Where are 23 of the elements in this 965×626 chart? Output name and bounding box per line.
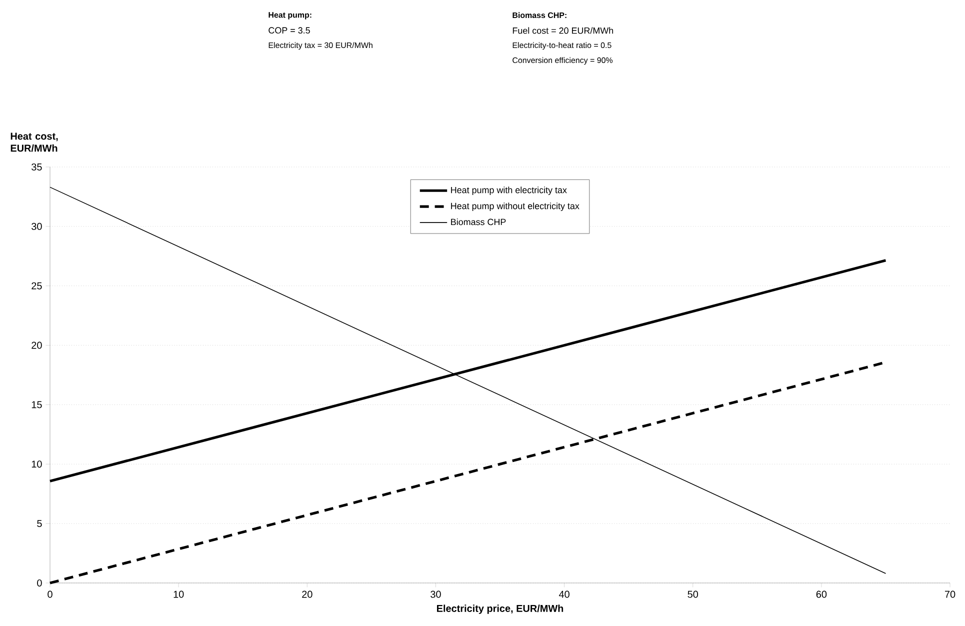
y-tick-label: 35 [32,163,42,171]
y-axis-title: Heat cost, EUR/MWh [10,132,58,152]
legend-label: Biomass CHP [451,218,506,226]
legend-label: Heat pump with electricity tax [451,186,567,195]
text: COP = 3.5 [268,27,310,34]
y-tick-label: 20 [32,342,42,349]
y-tick-label: 15 [32,401,42,408]
x-tick-label: 20 [302,590,312,598]
text: Fuel cost = 20 EUR/MWh [512,27,614,34]
legend-label: Heat pump without electricity tax [451,202,580,211]
y-tick-label: 10 [32,460,42,468]
x-tick-label: 10 [174,590,184,598]
y-tick-label: 5 [37,520,42,528]
x-tick-label: 60 [816,590,827,598]
x-tick-label: 30 [430,590,441,598]
y-tick-label: 25 [32,282,42,290]
x-tick-label: 50 [688,590,698,598]
x-tick-label: 70 [944,590,956,598]
y-tick-label: 30 [32,222,42,230]
x-tick-label: 40 [558,590,570,598]
y-tick-label: 0 [37,579,42,587]
x-axis-title: Electricity price, EUR/MWh [437,604,564,614]
x-tick-label: 0 [48,590,52,598]
